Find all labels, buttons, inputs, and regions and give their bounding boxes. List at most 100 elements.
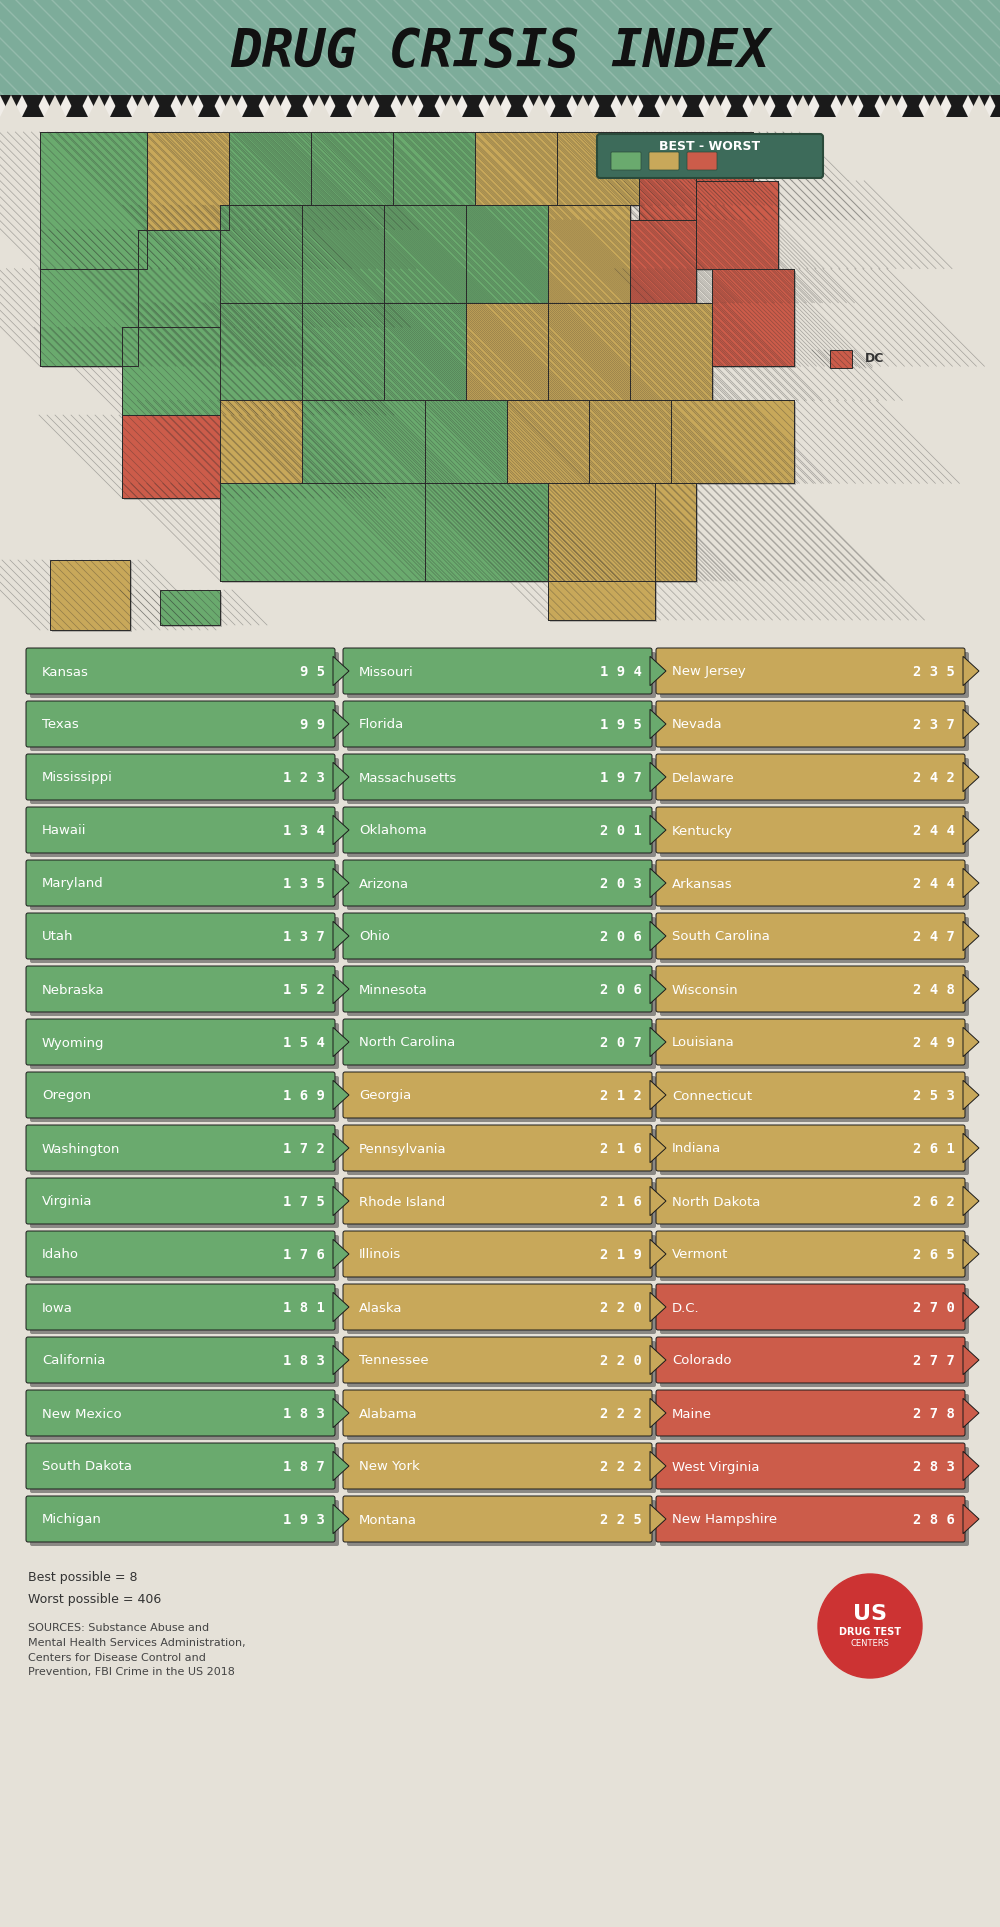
Polygon shape (559, 135, 641, 208)
Text: 1 7 2: 1 7 2 (283, 1143, 325, 1156)
Polygon shape (591, 403, 673, 486)
Text: 1 3 4: 1 3 4 (283, 825, 325, 838)
FancyBboxPatch shape (26, 647, 335, 694)
Text: North Dakota: North Dakota (672, 1195, 760, 1208)
Polygon shape (963, 1133, 979, 1162)
FancyBboxPatch shape (30, 1393, 339, 1439)
Text: Arkansas: Arkansas (672, 877, 733, 890)
FancyBboxPatch shape (656, 1443, 965, 1490)
Text: 2 8 6: 2 8 6 (913, 1513, 955, 1526)
FancyBboxPatch shape (347, 1341, 656, 1387)
Circle shape (818, 1574, 922, 1678)
Polygon shape (963, 1027, 979, 1056)
FancyBboxPatch shape (30, 811, 339, 858)
Polygon shape (333, 657, 349, 686)
FancyBboxPatch shape (660, 1235, 969, 1281)
Polygon shape (304, 304, 386, 403)
Polygon shape (477, 135, 559, 208)
Text: Montana: Montana (359, 1513, 417, 1526)
Polygon shape (990, 94, 1000, 118)
FancyBboxPatch shape (26, 1177, 335, 1224)
FancyBboxPatch shape (343, 1177, 652, 1224)
Polygon shape (792, 94, 814, 118)
Polygon shape (814, 94, 836, 118)
Polygon shape (963, 869, 979, 898)
Polygon shape (176, 94, 198, 118)
FancyBboxPatch shape (343, 965, 652, 1012)
FancyBboxPatch shape (30, 1447, 339, 1493)
FancyBboxPatch shape (30, 757, 339, 804)
FancyBboxPatch shape (660, 917, 969, 964)
Polygon shape (44, 94, 66, 118)
Polygon shape (650, 657, 666, 686)
FancyBboxPatch shape (656, 647, 965, 694)
Polygon shape (589, 401, 671, 484)
Text: 2 1 6: 2 1 6 (600, 1195, 642, 1208)
Polygon shape (726, 94, 748, 118)
Polygon shape (384, 303, 466, 401)
Polygon shape (550, 304, 632, 403)
FancyBboxPatch shape (347, 1393, 656, 1439)
Text: 2 1 9: 2 1 9 (600, 1249, 642, 1262)
Polygon shape (550, 486, 657, 622)
FancyBboxPatch shape (656, 807, 965, 854)
Text: Washington: Washington (42, 1143, 120, 1156)
Polygon shape (466, 303, 548, 401)
Polygon shape (374, 94, 396, 118)
FancyBboxPatch shape (656, 859, 965, 906)
Text: 2 2 0: 2 2 0 (600, 1301, 642, 1314)
Polygon shape (484, 94, 506, 118)
FancyBboxPatch shape (343, 913, 652, 960)
Polygon shape (222, 304, 304, 403)
Polygon shape (42, 135, 149, 270)
Polygon shape (229, 133, 311, 204)
Text: Indiana: Indiana (672, 1143, 721, 1156)
Polygon shape (304, 403, 427, 486)
Polygon shape (506, 94, 528, 118)
Text: Louisiana: Louisiana (672, 1037, 735, 1050)
FancyBboxPatch shape (30, 1235, 339, 1281)
Polygon shape (140, 231, 222, 330)
Text: 1 9 5: 1 9 5 (600, 719, 642, 732)
Polygon shape (946, 94, 968, 118)
Polygon shape (528, 94, 550, 118)
Polygon shape (682, 94, 704, 118)
Polygon shape (132, 94, 154, 118)
FancyBboxPatch shape (30, 863, 339, 910)
FancyBboxPatch shape (26, 1337, 335, 1384)
Polygon shape (425, 401, 507, 484)
Polygon shape (924, 94, 946, 118)
Polygon shape (88, 94, 110, 118)
Text: 2 2 0: 2 2 0 (600, 1355, 642, 1368)
Polygon shape (836, 94, 858, 118)
Text: 2 5 3: 2 5 3 (913, 1089, 955, 1102)
FancyBboxPatch shape (347, 705, 656, 752)
Polygon shape (40, 133, 147, 268)
Polygon shape (198, 94, 220, 118)
Polygon shape (714, 270, 796, 368)
Text: Wyoming: Wyoming (42, 1037, 104, 1050)
Polygon shape (594, 94, 616, 118)
Text: Virginia: Virginia (42, 1195, 92, 1208)
Polygon shape (418, 94, 440, 118)
FancyBboxPatch shape (347, 651, 656, 698)
Polygon shape (124, 416, 222, 499)
FancyBboxPatch shape (660, 705, 969, 752)
Text: 2 4 2: 2 4 2 (913, 771, 955, 784)
Polygon shape (507, 401, 589, 484)
Text: 9 5: 9 5 (300, 665, 325, 678)
FancyBboxPatch shape (343, 1495, 652, 1542)
Polygon shape (963, 1293, 979, 1322)
Polygon shape (630, 220, 696, 303)
Polygon shape (638, 94, 660, 118)
Polygon shape (149, 135, 231, 231)
Text: Colorado: Colorado (672, 1355, 732, 1368)
Text: 2 0 6: 2 0 6 (600, 983, 642, 996)
Text: 1 7 5: 1 7 5 (283, 1195, 325, 1208)
FancyBboxPatch shape (30, 1023, 339, 1069)
Polygon shape (286, 94, 308, 118)
Polygon shape (427, 486, 550, 584)
Text: Minnesota: Minnesota (359, 983, 428, 996)
Text: Worst possible = 406: Worst possible = 406 (28, 1594, 161, 1605)
Text: 2 2 2: 2 2 2 (600, 1461, 642, 1474)
